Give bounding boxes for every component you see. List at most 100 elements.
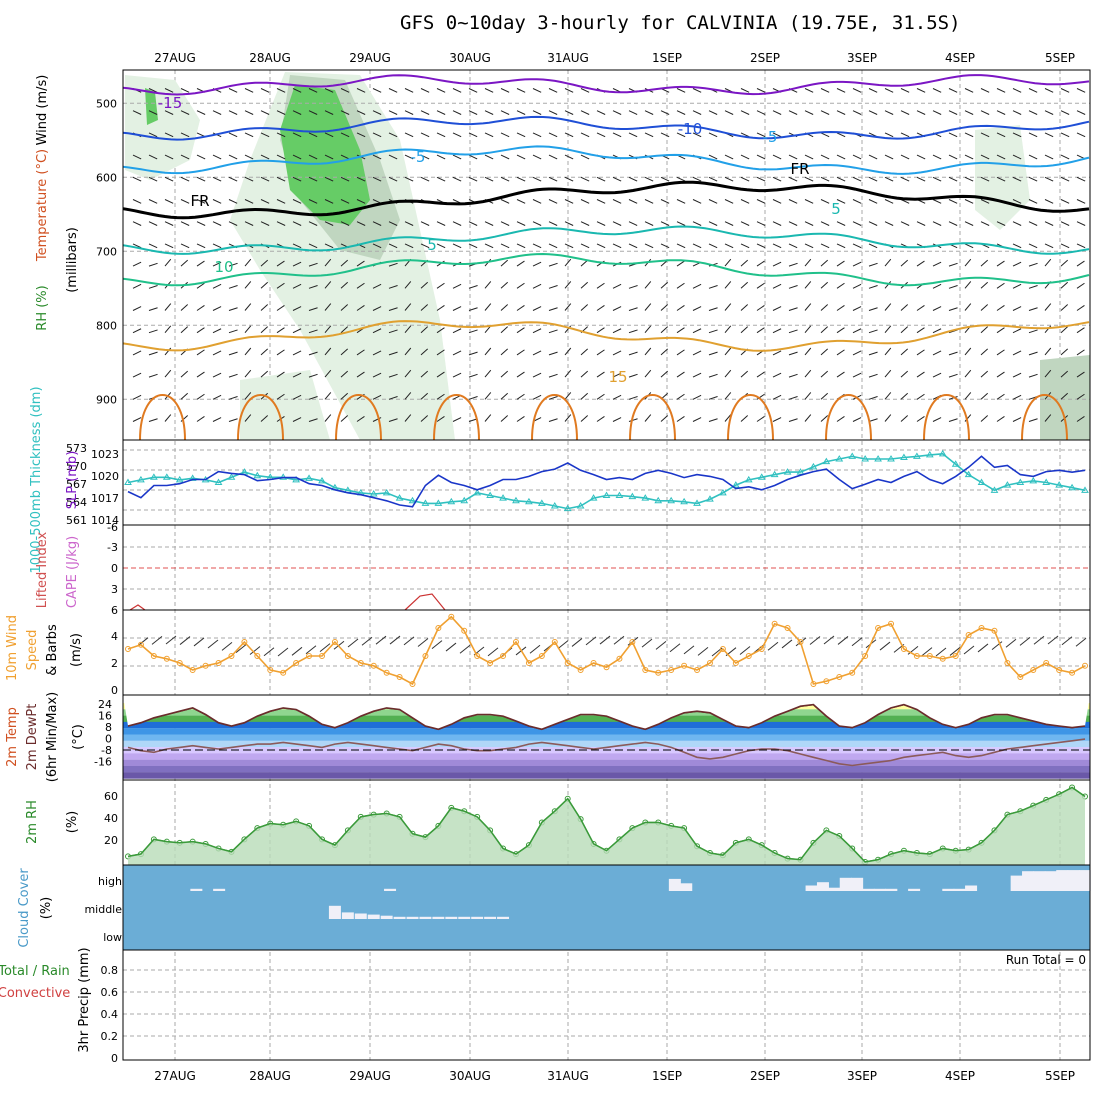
- ylabel-cloud-unit: (%): [39, 897, 54, 920]
- wind-speed-line-point: [745, 653, 752, 659]
- rh-outline: [127, 786, 1086, 863]
- wind-barb: [788, 418, 798, 422]
- wind-barb: [228, 329, 238, 334]
- ylabel-lifted-index: Lifted Index: [35, 531, 50, 608]
- wind-barb: [292, 283, 302, 289]
- wind-barb: [244, 132, 254, 138]
- wind-barb: [772, 372, 782, 378]
- wind-barb: [932, 283, 942, 289]
- pressure-tick: 600: [96, 171, 117, 184]
- wind-barb: [244, 176, 254, 182]
- wind-barb: [388, 351, 398, 356]
- wind-barb: [596, 349, 605, 356]
- wind-barb: [404, 281, 412, 289]
- wind-barb-10m: [1075, 637, 1087, 647]
- wind-barb: [932, 176, 942, 182]
- wind-barb: [916, 349, 925, 356]
- wind-barb: [564, 110, 574, 115]
- date-label-bottom: 3SEP: [847, 1069, 877, 1083]
- wind-barb-10m: [823, 635, 835, 645]
- wind-barb: [852, 243, 862, 249]
- date-label-top: 30AUG: [449, 51, 491, 65]
- temp-outline: [127, 703, 1086, 731]
- thickness-line-point: [757, 473, 766, 480]
- wind-barb: [756, 282, 765, 289]
- wind-speed-line-point: [849, 669, 856, 676]
- wind-barb: [132, 283, 142, 289]
- cloud-background: [123, 865, 1090, 950]
- thickness-line-point: [473, 488, 482, 496]
- wind-barb: [788, 285, 798, 289]
- wind-barb: [884, 281, 892, 289]
- wind-barb: [1012, 328, 1022, 334]
- wind-barb: [660, 348, 669, 356]
- wind-barb: [532, 176, 542, 182]
- wind-barb: [836, 88, 846, 93]
- wind-barb: [292, 199, 302, 204]
- tick-labels: 27AUG 27AUG 28AUG 28AUG 29AUG 29AUG 30AUG 30AUG…: [0, 51, 1075, 1083]
- wind-barb: [1012, 417, 1022, 422]
- wind-barb: [324, 199, 334, 204]
- wind-barb: [804, 154, 814, 160]
- wind-barb: [884, 176, 894, 182]
- wind-barb: [484, 303, 492, 311]
- wind-speed-line-point: [409, 681, 416, 687]
- wind-barb: [676, 199, 686, 204]
- slp-line: [127, 455, 1086, 508]
- wind-barb: [164, 132, 174, 138]
- wind-barb: [900, 176, 910, 182]
- wind-barb: [212, 283, 222, 289]
- wind-barb: [868, 351, 878, 356]
- wind-barb: [548, 351, 558, 356]
- cloud-high-bar: [908, 888, 921, 891]
- ylabel-precip: 3hr Precip (mm): [77, 947, 92, 1052]
- wind-barb: [692, 110, 702, 115]
- wind-barb: [340, 259, 349, 267]
- wind-barb: [916, 154, 926, 160]
- wind-barb: [228, 176, 238, 182]
- wind-barb: [468, 221, 478, 226]
- wind-barb: [548, 262, 558, 267]
- wind-barb: [868, 221, 878, 226]
- wind-barb: [644, 110, 654, 115]
- wind-barb: [820, 88, 830, 93]
- wind-barb: [532, 328, 542, 334]
- wind-barb: [324, 325, 332, 334]
- wind-barb: [868, 329, 878, 334]
- thickness-line-point: [990, 486, 999, 493]
- wind-barb: [692, 283, 702, 289]
- wind-barb: [820, 132, 830, 138]
- wind-barb: [516, 327, 525, 334]
- thickness-line-point: [835, 455, 844, 462]
- dewpoint-line: [127, 738, 1086, 767]
- wind-barb: [404, 243, 414, 249]
- ylabel-dewpt: 2m DewPt: [25, 704, 40, 771]
- ylabel-temp: 2m Temp: [5, 707, 20, 767]
- wind-barb: [628, 199, 638, 204]
- wind-barb: [644, 132, 654, 138]
- wind-barb: [420, 326, 429, 334]
- date-label-top: 1SEP: [652, 51, 682, 65]
- wind-barb: [612, 328, 622, 334]
- wind-barb: [212, 350, 222, 356]
- wind-barb: [740, 176, 750, 182]
- pressure-tick: 900: [96, 393, 117, 406]
- wind-barb: [948, 110, 958, 115]
- wind-barb: [596, 282, 605, 289]
- wind-barb: [388, 132, 398, 138]
- wind-barb: [324, 392, 332, 400]
- wind-barb: [1060, 221, 1070, 226]
- wind-barb: [564, 347, 572, 356]
- cloud-mid-bar: [393, 916, 406, 919]
- thickness-line-point: [550, 501, 559, 509]
- rh-tick: 60: [104, 790, 118, 803]
- wind-barb: [724, 258, 732, 267]
- wind-barb: [948, 154, 958, 160]
- wind-barb: [388, 285, 398, 289]
- wind-barb: [1028, 285, 1038, 289]
- date-label-top: 29AUG: [349, 51, 391, 65]
- wind-barb: [500, 304, 509, 311]
- wind-barb: [724, 303, 732, 311]
- wind-barb: [596, 393, 605, 400]
- isotherm-minus15: [122, 74, 1090, 96]
